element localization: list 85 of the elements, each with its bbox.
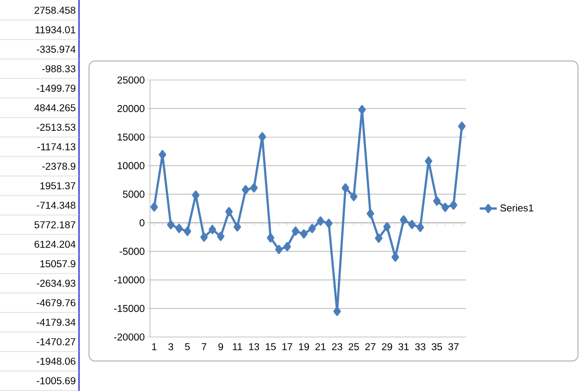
x-tick-label: 5 bbox=[185, 343, 190, 350]
point bbox=[216, 232, 224, 241]
point bbox=[458, 122, 466, 131]
y-tick-label: 10000 bbox=[118, 162, 144, 170]
x-tick-label: 17 bbox=[282, 343, 292, 350]
x-tick-label: 15 bbox=[266, 343, 276, 350]
point bbox=[266, 233, 274, 242]
x-tick-label: 19 bbox=[299, 343, 309, 350]
text: -1948.06 bbox=[36, 358, 76, 365]
x-tick-label: 35 bbox=[432, 343, 442, 350]
text: -1470.27 bbox=[36, 338, 76, 346]
point bbox=[325, 218, 333, 228]
point bbox=[416, 222, 424, 232]
text: 5772.187 bbox=[34, 221, 76, 228]
point bbox=[433, 196, 441, 206]
point bbox=[374, 234, 382, 243]
x-tick-label: 31 bbox=[398, 343, 409, 350]
y-tick-label: -5000 bbox=[120, 248, 144, 255]
text: 4844.265 bbox=[34, 104, 76, 112]
x-tick-label: 37 bbox=[448, 343, 459, 350]
text: 1951.37 bbox=[40, 182, 76, 190]
x-tick-label: 7 bbox=[202, 343, 206, 350]
x-tick-label: 27 bbox=[365, 343, 376, 350]
point bbox=[408, 220, 416, 230]
text: 15057.9 bbox=[40, 260, 76, 268]
point bbox=[300, 229, 308, 238]
point bbox=[441, 202, 449, 212]
x-tick-label: 13 bbox=[249, 343, 260, 350]
x-tick-label: 23 bbox=[332, 343, 342, 350]
text: -2634.93 bbox=[36, 280, 76, 287]
text: -2513.53 bbox=[36, 124, 76, 131]
y-tick-label: -15000 bbox=[114, 304, 144, 312]
text: -4179.34 bbox=[36, 318, 76, 326]
text: -1499.79 bbox=[36, 84, 76, 92]
point bbox=[383, 222, 391, 232]
point bbox=[275, 244, 283, 254]
point bbox=[184, 226, 192, 236]
point bbox=[358, 105, 366, 114]
point bbox=[283, 242, 291, 252]
point bbox=[167, 220, 175, 230]
point bbox=[250, 183, 258, 192]
text: -4679.76 bbox=[36, 299, 76, 306]
point bbox=[208, 224, 216, 234]
point bbox=[366, 209, 374, 218]
x-tick-label: 9 bbox=[218, 343, 224, 350]
point bbox=[258, 132, 266, 142]
y-tick-label: 15000 bbox=[118, 134, 144, 141]
y-tick-label: 20000 bbox=[118, 105, 144, 112]
point bbox=[316, 216, 324, 226]
text: -2378.9 bbox=[42, 162, 76, 170]
point bbox=[242, 185, 250, 194]
text: 6124.204 bbox=[34, 240, 76, 248]
x-tick-label: 29 bbox=[382, 343, 392, 350]
text: -335.974 bbox=[36, 46, 76, 53]
x-tick-label: 11 bbox=[232, 343, 242, 350]
y-tick-label: -20000 bbox=[114, 333, 144, 341]
point bbox=[342, 183, 350, 193]
point bbox=[150, 202, 158, 212]
x-tick-label: 3 bbox=[168, 343, 174, 350]
point bbox=[234, 222, 242, 232]
text: -988.33 bbox=[42, 65, 76, 72]
text: -1005.69 bbox=[36, 377, 76, 384]
y-tick-label: 25000 bbox=[118, 76, 144, 84]
point bbox=[225, 207, 233, 216]
text: 11934.01 bbox=[36, 26, 76, 34]
y-tick-label: 5000 bbox=[122, 190, 144, 198]
point bbox=[175, 224, 183, 234]
text: -1174.13 bbox=[38, 143, 76, 150]
point bbox=[400, 215, 408, 225]
point bbox=[308, 224, 316, 234]
point bbox=[333, 306, 341, 316]
point bbox=[450, 200, 458, 210]
text: 2758.458 bbox=[34, 6, 76, 14]
x-tick-label: 1 bbox=[152, 343, 156, 350]
y-tick-label: -10000 bbox=[114, 276, 144, 284]
legend-label: Series1 bbox=[500, 204, 534, 212]
point bbox=[200, 232, 208, 242]
point bbox=[350, 192, 358, 202]
point bbox=[292, 226, 300, 236]
y-tick-label: 0 bbox=[140, 219, 144, 226]
x-tick-label: 21 bbox=[315, 343, 326, 350]
point bbox=[392, 252, 400, 262]
x-tick-label: 33 bbox=[415, 343, 426, 350]
x-tick-label: 25 bbox=[348, 343, 359, 350]
text: -714.348 bbox=[36, 202, 76, 209]
